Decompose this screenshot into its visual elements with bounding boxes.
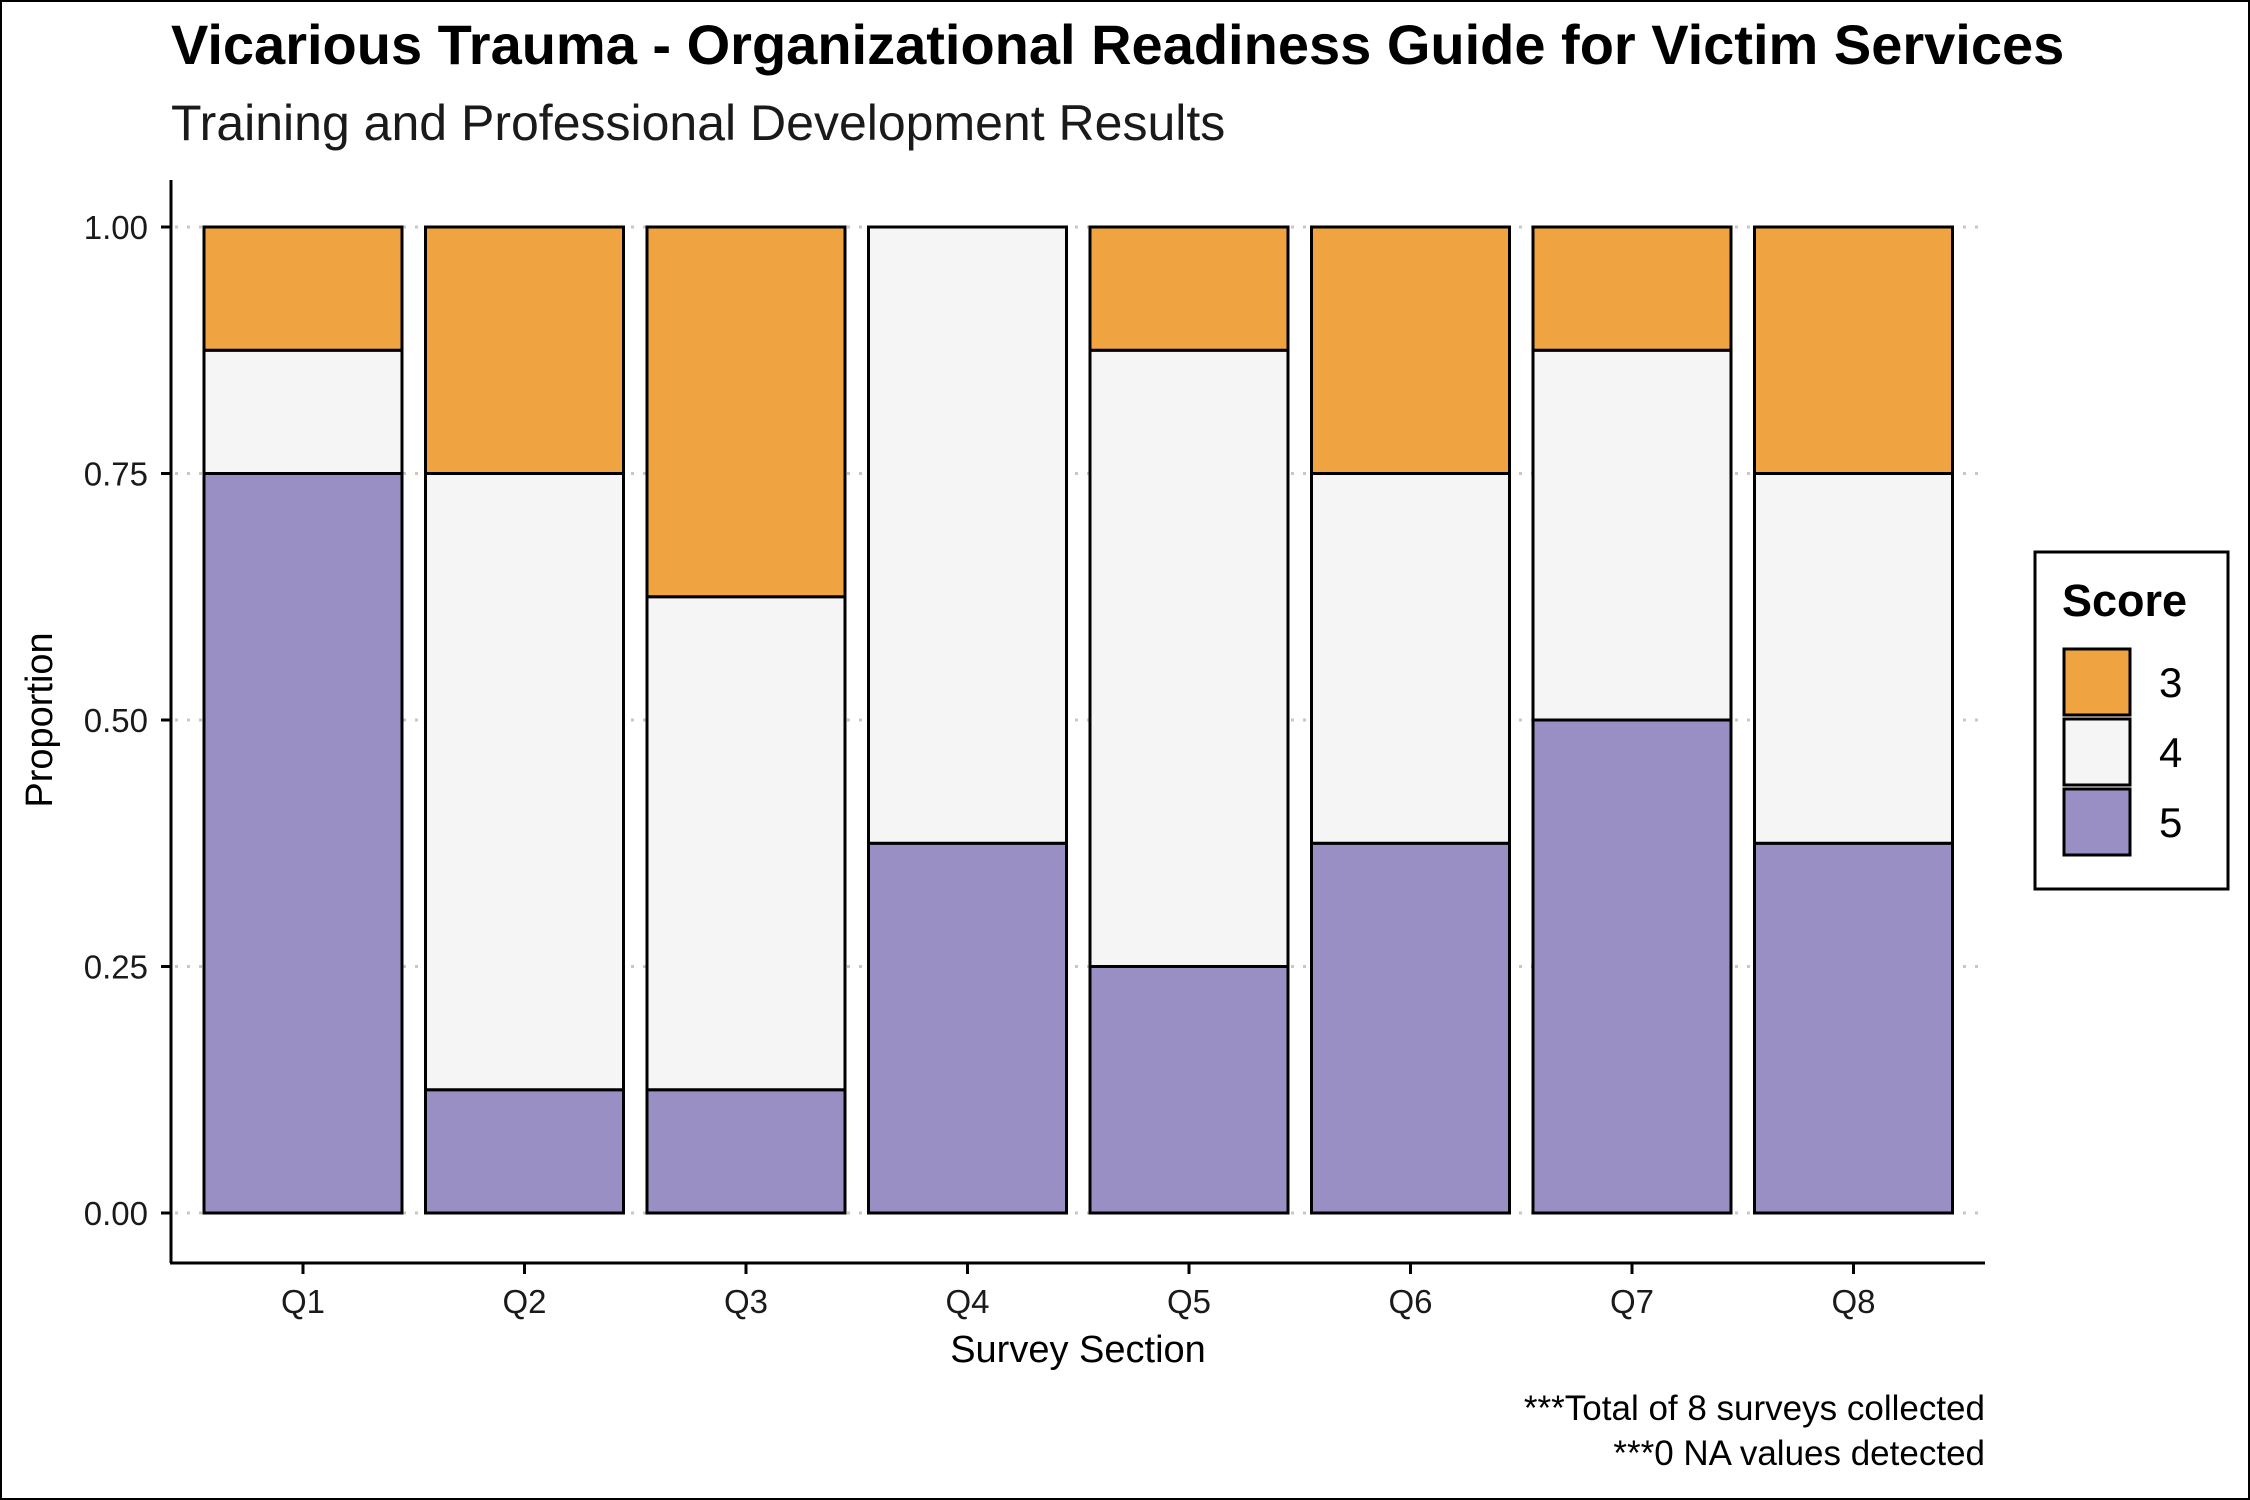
bar-Q3-score-3 xyxy=(645,225,847,599)
bar-Q2-score-3 xyxy=(424,225,625,475)
bar-Q3-score-4 xyxy=(645,595,847,1092)
bar-Q8-score-5 xyxy=(1753,841,1954,1215)
x-tick-label-Q7: Q7 xyxy=(1610,1283,1654,1320)
legend: Score 3 4 5 xyxy=(2033,550,2230,891)
y-tick-label-3: 0.75 xyxy=(84,456,148,493)
x-tick-label-Q2: Q2 xyxy=(502,1283,546,1320)
y-tick-label-0: 0.00 xyxy=(84,1195,148,1232)
bar-Q6-score-4 xyxy=(1310,472,1511,845)
legend-key-3 xyxy=(2062,647,2132,717)
bar-Q3-score-5 xyxy=(645,1088,847,1215)
bar-Q4-score-5 xyxy=(867,841,1068,1215)
bar-Q2-score-4 xyxy=(424,472,625,1092)
bar-Q2-score-5 xyxy=(424,1088,625,1215)
bar-Q4-score-4 xyxy=(867,225,1068,845)
x-tick-label-Q8: Q8 xyxy=(1831,1283,1875,1320)
chart-title: Vicarious Trauma - Organizational Readin… xyxy=(171,13,2064,76)
bar-Q8-score-4 xyxy=(1753,472,1954,845)
bar-Q6-score-3 xyxy=(1310,225,1511,475)
y-tick-label-4: 1.00 xyxy=(84,209,148,246)
legend-key-4 xyxy=(2062,717,2132,787)
bar-Q5-score-3 xyxy=(1088,225,1290,352)
chart-subtitle: Training and Professional Development Re… xyxy=(171,95,1225,151)
y-tick-label-1: 0.25 xyxy=(84,949,148,986)
x-tick-label-Q3: Q3 xyxy=(724,1283,768,1320)
y-tick-label-2: 0.50 xyxy=(84,702,148,739)
y-axis-title: Proportion xyxy=(19,632,61,807)
caption-na-values: ***0 NA values detected xyxy=(1613,1434,1985,1473)
bar-Q8-score-3 xyxy=(1753,225,1954,475)
legend-label-3: 3 xyxy=(2159,659,2182,706)
bar-Q5-score-5 xyxy=(1088,965,1290,1215)
legend-label-5: 5 xyxy=(2159,799,2182,846)
caption-total-surveys: ***Total of 8 surveys collected xyxy=(1524,1389,1985,1428)
bar-Q1-score-3 xyxy=(202,225,404,352)
bar-Q1-score-5 xyxy=(202,472,404,1215)
bar-Q1-score-4 xyxy=(202,348,404,475)
bar-Q7-score-5 xyxy=(1531,718,1733,1215)
legend-label-4: 4 xyxy=(2159,729,2182,776)
bars xyxy=(202,225,1954,1215)
y-ticks: 0.00 0.25 0.50 0.75 1.00 xyxy=(84,209,171,1232)
x-tick-label-Q6: Q6 xyxy=(1388,1283,1432,1320)
legend-key-5 xyxy=(2062,787,2132,857)
bar-Q5-score-4 xyxy=(1088,348,1290,968)
legend-title: Score xyxy=(2062,575,2187,626)
bar-Q7-score-3 xyxy=(1531,225,1733,352)
bar-Q7-score-4 xyxy=(1531,348,1733,722)
x-ticks: Q1 Q2 Q3 Q4 Q5 Q6 Q7 Q8 xyxy=(281,1263,1876,1320)
bar-Q6-score-5 xyxy=(1310,841,1511,1215)
x-tick-label-Q5: Q5 xyxy=(1167,1283,1211,1320)
x-axis-title: Survey Section xyxy=(950,1329,1206,1371)
x-tick-label-Q1: Q1 xyxy=(281,1283,325,1320)
x-tick-label-Q4: Q4 xyxy=(945,1283,989,1320)
